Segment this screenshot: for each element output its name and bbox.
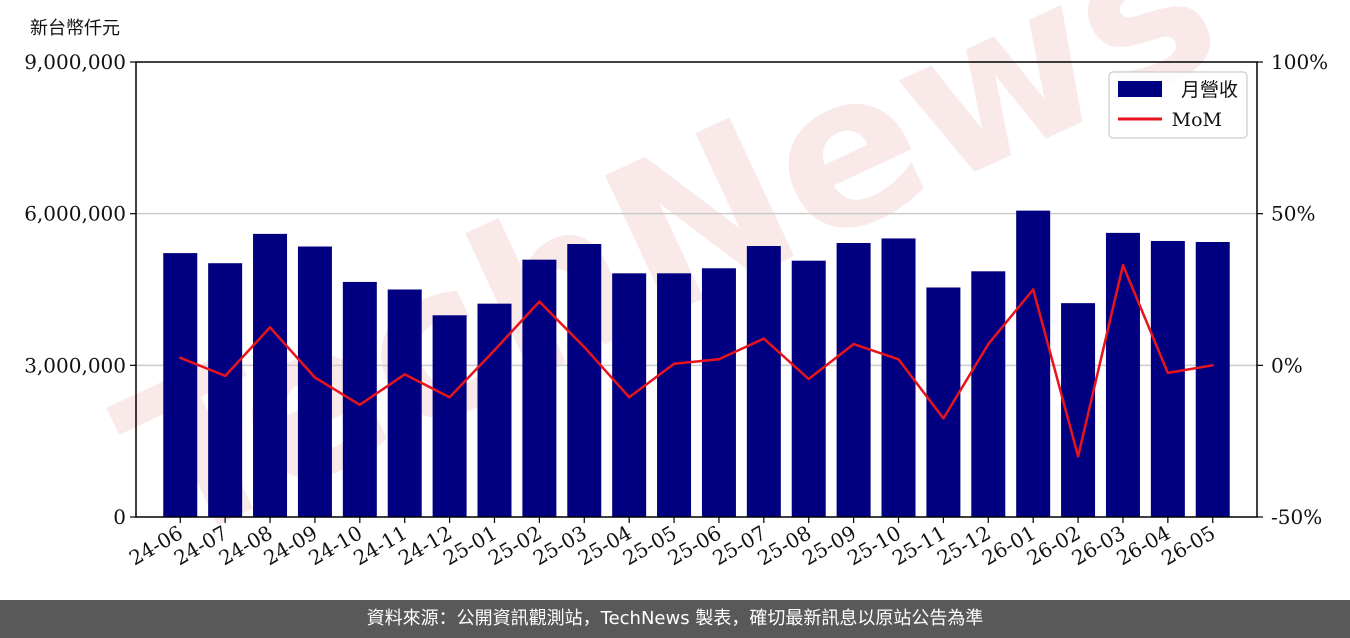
mom-point (1031, 288, 1035, 291)
mom-point (313, 376, 317, 379)
right-tick-label: 50% (1271, 202, 1315, 226)
legend-label-revenue: 月營收 (1181, 79, 1238, 101)
legend: 月營收 MoM (1108, 71, 1248, 139)
mom-point (403, 373, 406, 376)
revenue-bar (971, 271, 1006, 517)
revenue-bar (522, 259, 557, 517)
mom-point (852, 342, 855, 346)
right-axis: -50% 0% 50% 100% (1257, 50, 1328, 529)
mom-point (268, 326, 272, 329)
left-tick-label: 0 (113, 505, 126, 529)
revenue-bar (1105, 232, 1140, 517)
revenue-bar (297, 246, 332, 517)
revenue-bar (208, 263, 243, 517)
legend-swatch-revenue (1118, 81, 1162, 97)
mom-line-series (179, 263, 1214, 458)
mom-point (179, 356, 182, 359)
revenue-bar (387, 289, 422, 517)
revenue-bar (657, 273, 692, 517)
mom-point (223, 374, 227, 378)
revenue-bar (612, 273, 647, 517)
left-axis: 0 3,000,000 6,000,000 9,000,000 (24, 50, 136, 529)
bar-series (163, 210, 1230, 517)
mom-point (493, 348, 496, 352)
revenue-bar (253, 233, 288, 517)
plot-frame (135, 61, 1258, 518)
revenue-bar (881, 238, 916, 517)
revenue-bar (836, 242, 871, 517)
mom-line (179, 263, 1213, 458)
left-tick-label: 9,000,000 (24, 50, 126, 74)
mom-point (1121, 264, 1125, 267)
mom-point (807, 377, 810, 381)
mom-point (717, 358, 721, 361)
legend-label-mom: MoM (1172, 109, 1222, 131)
mom-point (672, 362, 676, 366)
unit-label: 新台幣仟元 (30, 18, 120, 39)
mom-point (762, 337, 766, 340)
left-tick-label: 6,000,000 (24, 202, 126, 226)
revenue-bar (1150, 240, 1185, 517)
right-tick-label: 0% (1271, 353, 1303, 377)
revenue-bar (701, 268, 736, 517)
mom-point (1166, 371, 1170, 375)
mom-point (358, 403, 362, 406)
revenue-bar (1195, 241, 1230, 517)
mom-point (942, 417, 945, 420)
revenue-bar (163, 253, 198, 517)
right-tick-label: 100% (1271, 50, 1328, 74)
left-tick-label: 3,000,000 (24, 353, 126, 377)
right-tick-label: -50% (1271, 505, 1322, 529)
revenue-bar (432, 315, 467, 517)
revenue-bar (342, 281, 377, 517)
source-footer: 資料來源：公開資訊觀測站，TechNews 製表，確切最新訊息以原站公告為準 (0, 600, 1350, 638)
revenue-bar (791, 260, 826, 517)
mom-point (1211, 364, 1214, 367)
plot-border (135, 61, 1258, 518)
mom-point (987, 342, 990, 346)
revenue-bar (567, 244, 602, 517)
revenue-bar (1016, 210, 1051, 517)
mom-point (538, 300, 541, 303)
mom-point (448, 395, 451, 399)
mom-point (627, 395, 631, 399)
mom-point (897, 358, 900, 361)
mom-point (583, 345, 586, 349)
revenue-bar (746, 246, 781, 517)
mom-point (1076, 455, 1080, 458)
